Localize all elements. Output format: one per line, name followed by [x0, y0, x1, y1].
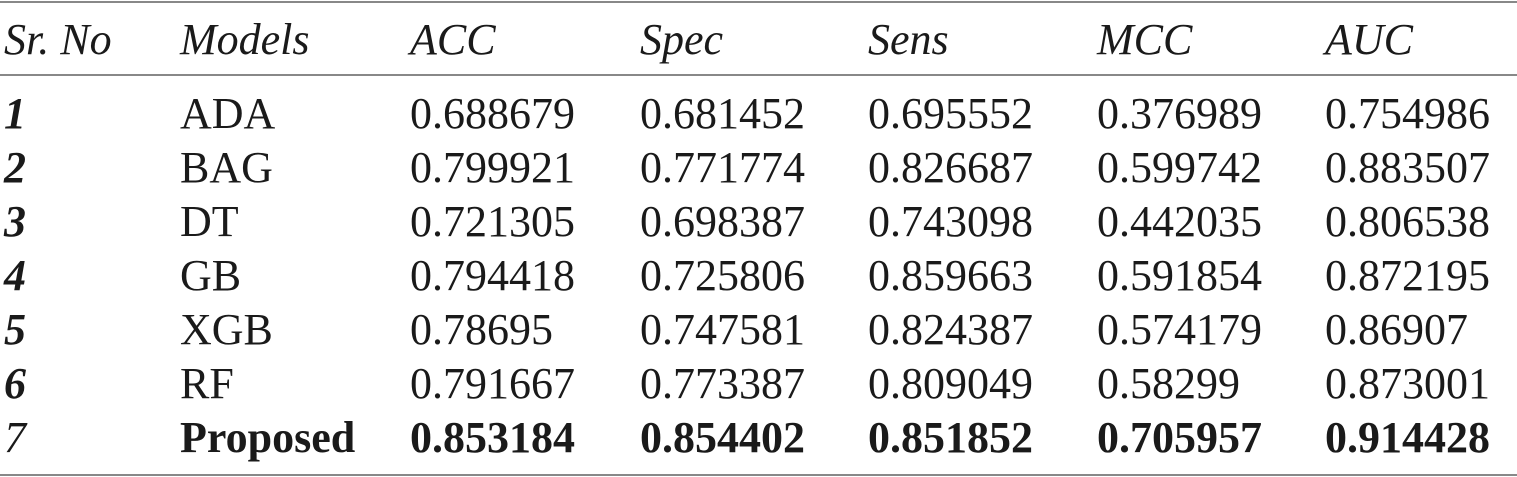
metric-value: 0.725806: [640, 251, 805, 300]
metric-value: 0.721305: [410, 197, 575, 246]
row-number: 1: [4, 89, 26, 138]
metric-value: 0.809049: [868, 359, 1033, 408]
metric-value: 0.376989: [1097, 89, 1262, 138]
header-cell: Sr. No: [4, 15, 112, 64]
metric-value: 0.78695: [410, 305, 553, 354]
row-number: 2: [3, 143, 26, 192]
metric-value: 0.826687: [868, 143, 1033, 192]
metric-value: 0.58299: [1097, 359, 1240, 408]
metric-value: 0.705957: [1097, 413, 1262, 462]
metric-value: 0.695552: [868, 89, 1033, 138]
metric-value: 0.859663: [868, 251, 1033, 300]
row-number: 7: [4, 413, 28, 462]
model-name: GB: [180, 251, 241, 300]
row-number: 5: [4, 305, 26, 354]
metric-value: 0.688679: [410, 89, 575, 138]
metric-value: 0.794418: [410, 251, 575, 300]
metric-value: 0.747581: [640, 305, 805, 354]
metric-value: 0.851852: [868, 413, 1033, 462]
header-cell: AUC: [1322, 15, 1414, 64]
metric-value: 0.681452: [640, 89, 805, 138]
metric-value: 0.799921: [410, 143, 575, 192]
metric-value: 0.442035: [1097, 197, 1262, 246]
model-name: ADA: [180, 89, 276, 138]
metric-value: 0.591854: [1097, 251, 1262, 300]
model-name: DT: [180, 197, 239, 246]
metric-value: 0.853184: [410, 413, 575, 462]
model-name: RF: [180, 359, 234, 408]
header-cell: MCC: [1096, 15, 1193, 64]
metric-value: 0.86907: [1325, 305, 1468, 354]
metric-value: 0.854402: [640, 413, 805, 462]
metric-value: 0.743098: [868, 197, 1033, 246]
metric-value: 0.773387: [640, 359, 805, 408]
metric-value: 0.698387: [640, 197, 805, 246]
metric-value: 0.599742: [1097, 143, 1262, 192]
header-cell: ACC: [407, 15, 496, 64]
model-name: Proposed: [180, 413, 355, 462]
metric-value: 0.883507: [1325, 143, 1490, 192]
metric-value: 0.791667: [410, 359, 575, 408]
row-number: 6: [4, 359, 26, 408]
model-name: BAG: [180, 143, 273, 192]
metric-value: 0.873001: [1325, 359, 1490, 408]
header-cell: Spec: [640, 15, 724, 64]
row-number: 3: [3, 197, 26, 246]
metric-value: 0.872195: [1325, 251, 1490, 300]
metric-value: 0.914428: [1325, 413, 1490, 462]
metric-value: 0.824387: [868, 305, 1033, 354]
header-cell: Models: [179, 15, 310, 64]
metric-value: 0.806538: [1325, 197, 1490, 246]
row-number: 4: [3, 251, 26, 300]
metric-value: 0.771774: [640, 143, 805, 192]
metric-value: 0.574179: [1097, 305, 1262, 354]
model-name: XGB: [180, 305, 273, 354]
metric-value: 0.754986: [1325, 89, 1490, 138]
header-cell: Sens: [868, 15, 949, 64]
